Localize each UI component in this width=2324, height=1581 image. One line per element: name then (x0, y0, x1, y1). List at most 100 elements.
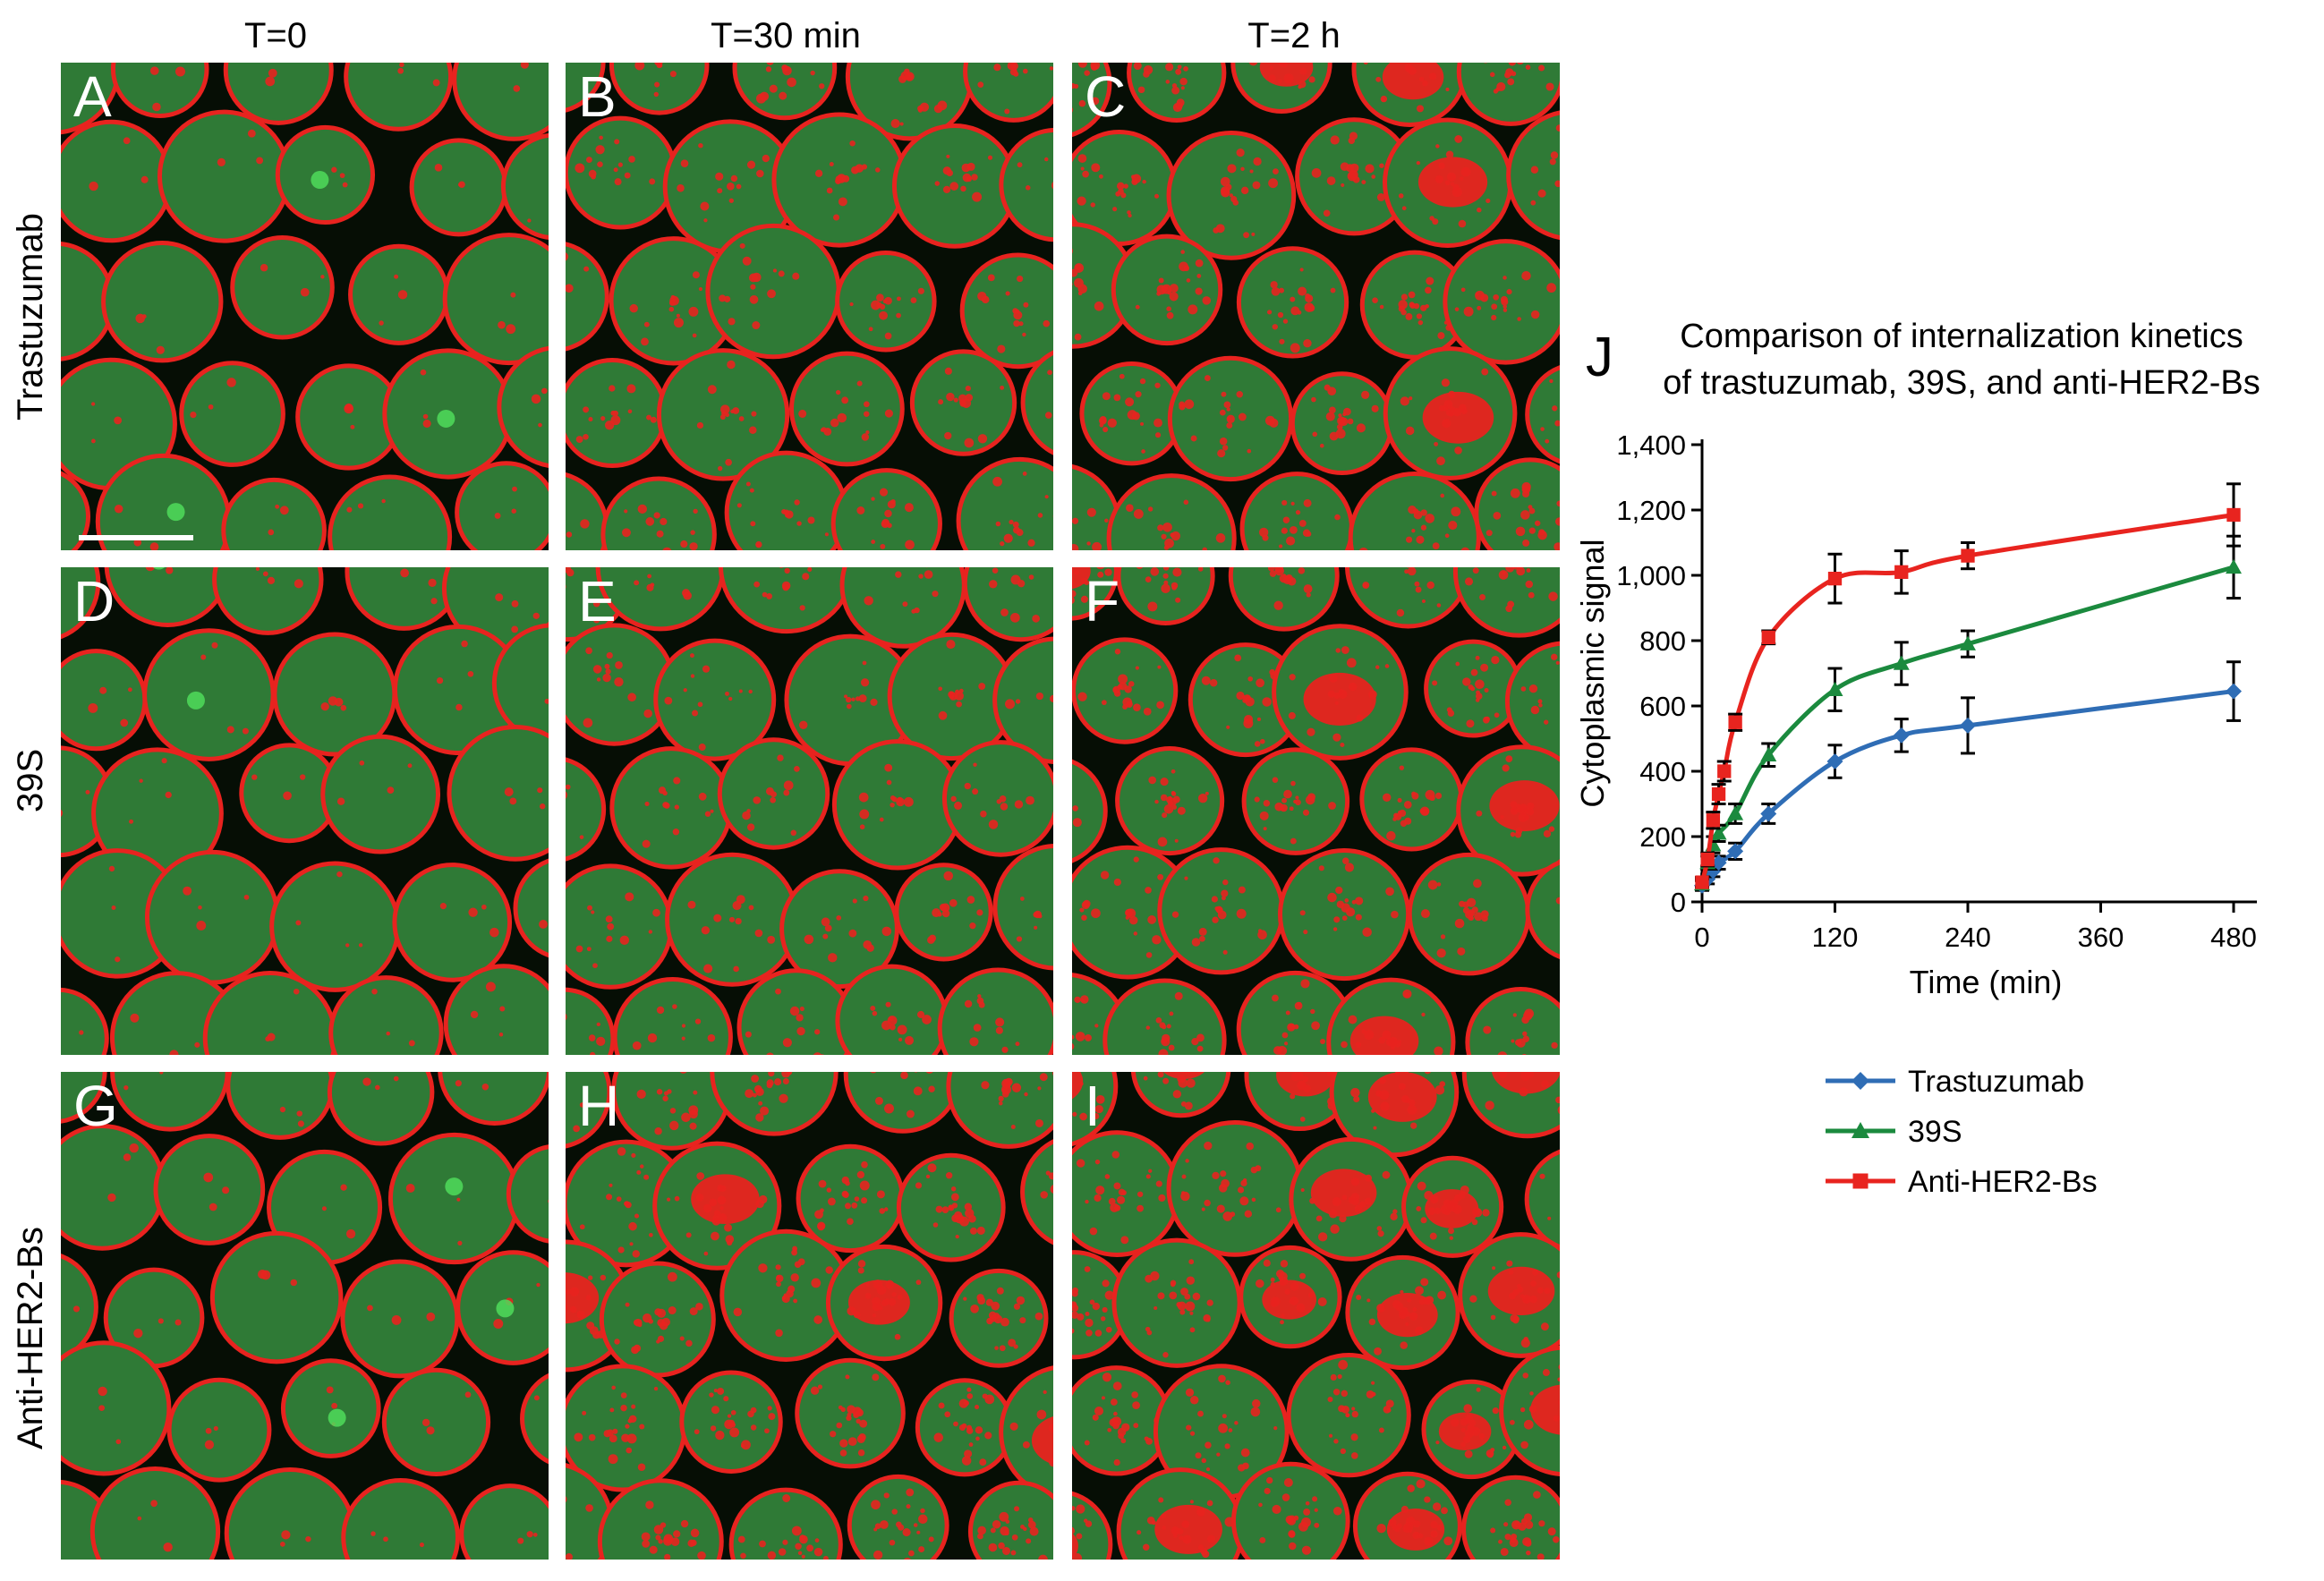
cell (600, 476, 717, 550)
cell (1461, 1475, 1560, 1560)
micrograph-panel-a: A (61, 63, 549, 550)
cell (1072, 637, 1179, 744)
cell (1020, 350, 1053, 455)
cell (1289, 1136, 1414, 1262)
cell (1352, 1471, 1462, 1560)
y-tick-label: 400 (1639, 756, 1686, 787)
data-point (1727, 805, 1744, 820)
cell (718, 567, 856, 634)
cell (946, 1072, 1053, 1149)
cell (1157, 847, 1285, 975)
cell (566, 1072, 612, 1149)
y-tick-label: 600 (1639, 691, 1686, 722)
cell (1166, 130, 1297, 260)
cell (710, 1072, 839, 1136)
cell (835, 964, 949, 1055)
cell (1401, 1155, 1504, 1258)
cell (847, 1474, 949, 1560)
cell (599, 1261, 716, 1378)
cell (221, 477, 327, 550)
cell (566, 757, 607, 862)
panel-letter: C (1085, 64, 1127, 129)
cell (230, 234, 335, 340)
cell (61, 1072, 107, 1124)
cell (652, 1141, 782, 1271)
x-tick-label: 120 (1812, 922, 1859, 953)
cell (1383, 346, 1518, 480)
cell (491, 623, 549, 744)
cell (1115, 746, 1225, 856)
cell-image (1072, 63, 1560, 550)
cell (1383, 117, 1513, 249)
cell (992, 844, 1053, 971)
cell (497, 345, 549, 469)
legend-entry: 39S (1826, 1115, 1962, 1149)
data-point (1761, 630, 1775, 644)
cell (566, 1139, 691, 1268)
y-axis-label: Cytoplasmic signal (1574, 539, 1611, 807)
cell (956, 456, 1053, 550)
cell (340, 1259, 460, 1379)
cell-image (61, 63, 549, 550)
cell (209, 1230, 344, 1364)
legend-entry: Anti-HER2-Bs (1826, 1165, 2098, 1199)
data-point (1727, 843, 1744, 860)
cell (272, 632, 397, 757)
panel-letter: G (73, 1074, 118, 1138)
cell (1166, 1119, 1304, 1257)
cell (443, 964, 549, 1055)
cell (679, 1370, 783, 1474)
cell (166, 1377, 272, 1483)
micrograph-panel-d: D (61, 567, 549, 1055)
data-point (1710, 825, 1727, 840)
cell (1072, 1072, 1119, 1147)
data-point (2226, 683, 2242, 700)
data-point (1760, 746, 1777, 761)
cell (328, 474, 453, 550)
cell (110, 1072, 230, 1132)
cell (61, 987, 109, 1055)
micrograph-panel-h: H (566, 1072, 1053, 1560)
cell (1344, 567, 1472, 629)
cell (719, 1228, 853, 1362)
cell (915, 1378, 1014, 1477)
cell (1461, 1072, 1560, 1139)
cell (1278, 848, 1411, 982)
micrograph-panel-c: C (1072, 63, 1560, 550)
cell (455, 1250, 549, 1365)
cell (61, 567, 101, 640)
cell (1072, 1491, 1113, 1560)
cell (1116, 567, 1215, 625)
panel-letter: I (1085, 1074, 1101, 1138)
legend-entry: Trastuzumab (1826, 1065, 2084, 1099)
cell (1072, 759, 1108, 863)
cell (656, 348, 790, 481)
cell (1102, 978, 1227, 1055)
cell (320, 734, 441, 854)
cell (949, 1268, 1049, 1368)
cell (520, 1373, 549, 1465)
cell (612, 977, 733, 1055)
cell (1167, 355, 1294, 482)
cell (1072, 1250, 1129, 1360)
cell (1130, 1072, 1231, 1118)
cell (89, 1466, 221, 1560)
cell (1456, 744, 1560, 877)
cell (653, 638, 777, 761)
cell (1465, 987, 1560, 1055)
cell (392, 863, 513, 982)
cell (1153, 1364, 1290, 1500)
cell-image (566, 1072, 1053, 1560)
cell (513, 858, 549, 958)
cell (500, 132, 549, 240)
cell (1230, 63, 1332, 114)
cell (381, 1367, 491, 1476)
data-point (1960, 717, 1976, 734)
cell (609, 63, 710, 115)
micrograph-panel-b: B (566, 63, 1053, 550)
cell (909, 349, 1017, 456)
column-label-t2h: T=2 h (1247, 16, 1341, 55)
legend-label: 39S (1908, 1115, 1962, 1149)
cell (1345, 1254, 1460, 1371)
cell (1244, 1072, 1355, 1132)
